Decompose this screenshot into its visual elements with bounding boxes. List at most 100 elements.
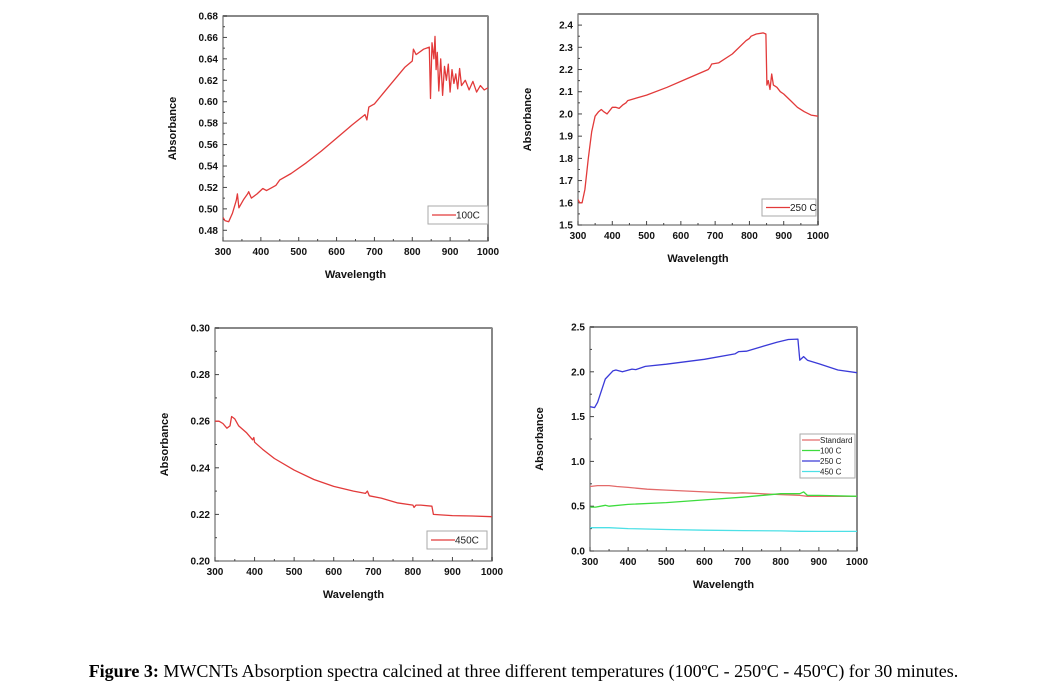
legend-label: 250 C <box>820 457 842 466</box>
y-tick-label: 0.52 <box>199 183 219 194</box>
x-tick-label: 600 <box>325 567 342 578</box>
x-tick-label: 300 <box>582 557 599 568</box>
x-tick-label: 500 <box>638 231 655 242</box>
y-tick-label: 0.24 <box>191 463 211 474</box>
chart-450c: 300 400 500 600 700 800 900 1000 0.20 0.22 0.24 0.2… <box>159 324 504 602</box>
y-tick-label: 0.48 <box>199 226 219 237</box>
y-tick-label: 1.6 <box>559 198 573 209</box>
x-tick-label: 700 <box>707 231 724 242</box>
x-tick-label: 500 <box>658 557 675 568</box>
y-tick-label: 0.62 <box>199 76 219 87</box>
x-tick-label: 700 <box>365 567 382 578</box>
y-tick-label: 0.64 <box>199 54 219 65</box>
legend-label: 100 C <box>820 447 842 456</box>
y-tick-label: 1.0 <box>571 457 585 468</box>
y-axis-title: Absorbance <box>159 413 171 477</box>
figure-caption-text: MWCNTs Absorption spectra calcined at th… <box>158 661 959 681</box>
x-tick-label: 400 <box>253 247 270 258</box>
y-axis-title: Absorbance <box>167 97 179 161</box>
x-tick-label: 400 <box>604 231 621 242</box>
y-tick-label: 0.28 <box>191 370 211 381</box>
x-axis-title: Wavelength <box>323 589 385 601</box>
y-tick-label: 0.58 <box>199 119 219 130</box>
y-tick-label: 2.0 <box>559 109 573 120</box>
x-tick-label: 600 <box>328 247 345 258</box>
y-tick-label: 0.26 <box>191 417 211 428</box>
x-tick-label: 1000 <box>807 231 830 242</box>
x-tick-label: 900 <box>811 557 828 568</box>
x-tick-label: 800 <box>405 567 422 578</box>
x-tick-label: 1000 <box>846 557 869 568</box>
x-tick-label: 900 <box>442 247 459 258</box>
y-tick-label: 1.5 <box>571 412 585 423</box>
x-axis-title: Wavelength <box>325 269 387 281</box>
y-tick-label: 0.22 <box>191 510 211 521</box>
plot-frame <box>577 13 819 226</box>
series-line-100c <box>223 35 488 223</box>
x-tick-label: 800 <box>741 231 758 242</box>
chart-100c: 300 400 500 600 700 800 900 1000 0.48 0.50 0.52 0.5… <box>167 12 500 282</box>
legend-label: Standard <box>820 436 852 445</box>
legend-box <box>427 205 489 225</box>
legend-box <box>799 433 856 479</box>
y-tick-label: 2.2 <box>559 65 573 76</box>
x-tick-label: 1000 <box>481 567 504 578</box>
x-tick-label: 800 <box>404 247 421 258</box>
y-tick-label: 2.5 <box>571 323 585 334</box>
legend-box <box>426 530 488 550</box>
series-line-250-c <box>590 338 857 409</box>
x-tick-label: 400 <box>246 567 263 578</box>
figure-caption-label: Figure 3: <box>88 661 159 681</box>
chart-combined: 300 400 500 600 700 800 900 1000 0.0 0.5 1.0 1.5 2.0… <box>534 323 869 592</box>
figure-caption: Figure 3: MWCNTs Absorption spectra calc… <box>0 661 1047 682</box>
legend-label: 100C <box>456 211 480 222</box>
chart-250c: 300 400 500 600 700 800 900 1000 1.5 1.6 1.7 1.8 1.9… <box>522 13 830 265</box>
x-tick-label: 300 <box>207 567 224 578</box>
y-tick-label: 0.0 <box>571 547 585 558</box>
legend-label: 250 C <box>790 203 817 214</box>
y-tick-label: 0.56 <box>199 140 219 151</box>
legend: 100C <box>427 205 489 225</box>
y-tick-label: 0.30 <box>191 324 211 335</box>
x-tick-label: 600 <box>696 557 713 568</box>
x-tick-label: 500 <box>290 247 307 258</box>
y-tick-label: 1.5 <box>559 221 573 232</box>
x-tick-label: 400 <box>620 557 637 568</box>
y-tick-label: 0.68 <box>199 12 219 23</box>
y-tick-label: 1.8 <box>559 154 573 165</box>
y-tick-label: 2.4 <box>559 21 573 32</box>
x-tick-label: 300 <box>570 231 587 242</box>
legend-label: 450 C <box>820 468 842 477</box>
series-line-250-c <box>578 32 818 204</box>
y-tick-label: 2.3 <box>559 43 573 54</box>
x-axis-title: Wavelength <box>667 253 729 265</box>
x-tick-label: 900 <box>444 567 461 578</box>
series-line-450-c <box>590 527 857 533</box>
figure-panels: 300 400 500 600 700 800 900 1000 0.48 0.50 0.52 0.5… <box>159 12 869 602</box>
x-tick-label: 600 <box>673 231 690 242</box>
x-tick-label: 700 <box>366 247 383 258</box>
y-axis-title: Absorbance <box>522 88 534 152</box>
legend: 450C <box>426 530 488 550</box>
legend-label: 450C <box>455 536 479 547</box>
x-tick-label: 800 <box>772 557 789 568</box>
y-tick-label: 1.7 <box>559 176 573 187</box>
y-tick-label: 0.20 <box>191 557 211 568</box>
x-tick-label: 300 <box>215 247 232 258</box>
series-line-standard <box>590 484 857 497</box>
y-tick-label: 0.50 <box>199 204 219 215</box>
y-tick-label: 0.5 <box>571 502 585 513</box>
y-axis-title: Absorbance <box>534 407 546 471</box>
x-axis-title: Wavelength <box>693 579 755 591</box>
x-tick-label: 500 <box>286 567 303 578</box>
y-tick-label: 0.60 <box>199 97 219 108</box>
y-tick-label: 2.1 <box>559 87 573 98</box>
x-tick-label: 700 <box>734 557 751 568</box>
x-tick-label: 1000 <box>477 247 500 258</box>
x-tick-label: 900 <box>775 231 792 242</box>
series-line-450c <box>215 415 492 518</box>
y-tick-label: 2.0 <box>571 367 585 378</box>
y-tick-label: 1.9 <box>559 132 573 143</box>
y-tick-label: 0.66 <box>199 33 219 44</box>
